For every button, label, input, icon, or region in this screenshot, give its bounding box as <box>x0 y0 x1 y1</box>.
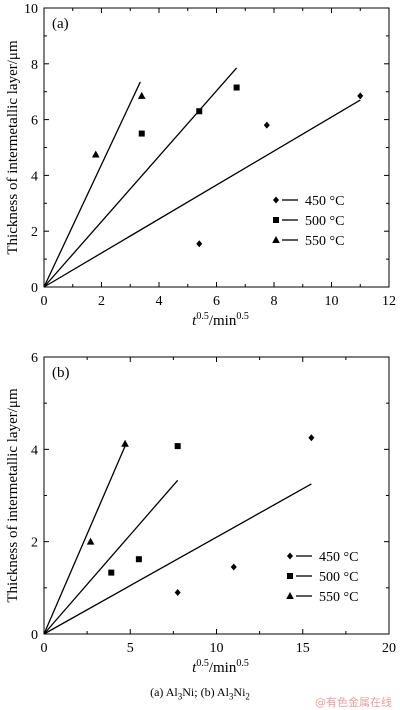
legend-marker <box>273 217 279 223</box>
data-point <box>174 443 181 450</box>
series-2 <box>43 81 146 288</box>
data-point <box>233 84 240 91</box>
y-tick-label: 0 <box>31 281 38 296</box>
panel-label: (a) <box>52 16 69 32</box>
fit-line <box>43 67 238 288</box>
data-point <box>196 240 203 248</box>
data-point <box>357 92 364 100</box>
x-axis-label: t0.5/min0.5 <box>192 658 249 676</box>
legend-label: 550 °C <box>305 234 344 249</box>
data-point <box>91 150 100 158</box>
series-2 <box>43 439 129 635</box>
x-tick-label: 8 <box>271 294 278 309</box>
caption-sub-a: 3 <box>177 691 183 702</box>
x-tick-label: 20 <box>382 641 396 656</box>
figure-caption: (a) Al3Ni; (b) Al3Ni2 <box>0 685 400 701</box>
legend-item: 500 °C <box>273 214 344 229</box>
x-tick-label: 4 <box>156 294 163 309</box>
data-point <box>230 563 237 571</box>
data-point <box>138 130 145 137</box>
chart-panel-a: 0 2 4 6 8 10 12 0 2 4 6 8 10 (a) t0.5/min0.5 Thickness … <box>5 2 396 329</box>
x-axis-label: t0.5/min0.5 <box>192 311 249 329</box>
fit-line <box>43 445 126 635</box>
caption-b2: Ni <box>233 685 246 699</box>
chart-panel-b: 0 5 10 15 20 0 2 4 6 (b) t0.5/min0.5 Thickness of i… <box>5 351 396 676</box>
y-tick-label: 0 <box>31 628 38 643</box>
x-tick-label: 12 <box>382 294 396 309</box>
legend-marker <box>273 196 279 204</box>
legend-label: 550 °C <box>319 590 358 605</box>
x-tick-label: 6 <box>213 294 220 309</box>
x-tick-label: 15 <box>296 641 310 656</box>
y-tick-label: 4 <box>31 169 38 184</box>
series-0 <box>43 434 315 635</box>
x-tick-label: 0 <box>41 294 48 309</box>
legend-label: 500 °C <box>319 570 358 585</box>
data-point <box>121 439 129 447</box>
series-1 <box>43 443 181 635</box>
x-tick-label: 5 <box>127 641 134 656</box>
data-point <box>135 556 142 563</box>
data-point <box>196 108 203 115</box>
fit-line <box>43 483 312 635</box>
legend-item: 550 °C <box>272 234 344 249</box>
fit-line <box>43 479 179 635</box>
legend-label: 500 °C <box>305 214 344 229</box>
legend-label: 450 °C <box>305 194 344 209</box>
caption-sub-b: 3 <box>228 691 234 702</box>
watermark: @有色金属在线 <box>315 696 392 709</box>
data-point <box>263 121 270 129</box>
y-tick-label: 10 <box>24 2 38 17</box>
data-point <box>308 434 315 442</box>
y-axis-label: Thickness of intermetallic layer/μm <box>5 40 21 255</box>
legend-marker <box>286 592 294 599</box>
fit-line <box>43 99 361 288</box>
y-axis-label: Thickness of intermetallic layer/μm <box>5 388 21 603</box>
fit-line <box>43 81 141 288</box>
legend-marker <box>287 552 293 560</box>
y-tick-label: 2 <box>31 536 38 551</box>
x-tick-label: 10 <box>210 641 224 656</box>
y-tick-label: 2 <box>31 225 38 240</box>
series-0 <box>43 92 364 288</box>
legend-label: 450 °C <box>319 550 358 565</box>
legend-item: 550 °C <box>286 590 358 605</box>
data-point <box>108 569 115 576</box>
panel-label: (b) <box>52 365 70 381</box>
legend-marker <box>272 236 280 243</box>
legend: 450 °C 500 °C 550 °C <box>272 194 344 249</box>
y-tick-label: 6 <box>31 351 38 366</box>
legend: 450 °C 500 °C 550 °C <box>286 550 358 605</box>
x-tick-label: 0 <box>41 641 48 656</box>
caption-a2: Ni; (b) Al <box>182 685 229 699</box>
legend-item: 450 °C <box>273 194 344 209</box>
y-tick-label: 4 <box>31 443 38 458</box>
data-point <box>137 91 146 99</box>
x-tick-label: 10 <box>325 294 339 309</box>
x-tick-label: 2 <box>98 294 105 309</box>
legend-item: 500 °C <box>287 570 358 585</box>
legend-marker <box>287 573 293 579</box>
caption-a: (a) Al <box>150 685 178 699</box>
data-point <box>174 588 181 596</box>
y-tick-label: 6 <box>31 114 38 129</box>
legend-item: 450 °C <box>287 550 358 565</box>
caption-sub-c: 2 <box>245 691 250 702</box>
data-point <box>86 537 95 545</box>
series-1 <box>43 67 240 288</box>
y-tick-label: 8 <box>31 58 38 73</box>
